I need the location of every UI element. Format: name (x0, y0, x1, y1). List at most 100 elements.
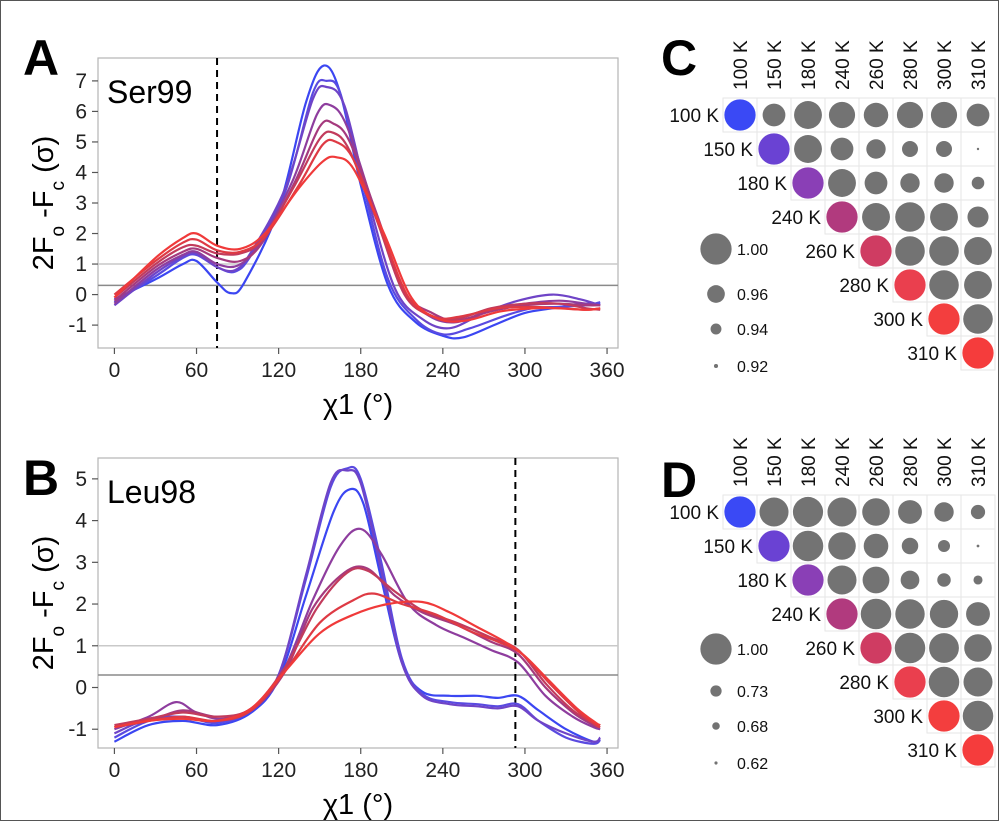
c-col-label: 260 K (867, 40, 888, 90)
c-corr-circle (934, 173, 954, 193)
d-corr-circle (828, 532, 856, 560)
c-legend-label: 1.00 (737, 242, 768, 259)
c-corr-circle (758, 133, 790, 165)
a-y-tick-label: 5 (75, 131, 87, 154)
a-x-axis-label: χ1 (°) (323, 389, 393, 421)
d-row-label: 100 K (669, 503, 719, 524)
d-corr-circle (862, 566, 890, 594)
d-corr-circle (894, 666, 926, 698)
a-x-tick-label: 60 (185, 359, 208, 382)
b-y-tick-label: 3 (75, 551, 87, 574)
d-corr-circle (895, 599, 925, 629)
c-corr-circle (895, 202, 925, 232)
a-annotation: Ser99 (107, 74, 192, 110)
d-legend-label: 0.68 (737, 719, 768, 736)
d-row-label: 300 K (873, 707, 923, 728)
d-corr-circle (928, 700, 960, 732)
c-row-label: 150 K (703, 140, 753, 161)
d-corr-circle (934, 502, 954, 522)
d-corr-circle (928, 666, 960, 698)
d-corr-circle (863, 533, 889, 559)
c-corr-circle (860, 235, 892, 267)
d-corr-circle (827, 565, 857, 595)
b-x-tick-label: 180 (343, 759, 378, 782)
c-corr-circle (896, 101, 924, 129)
d-corr-circle (973, 575, 983, 585)
c-corr-circle (971, 176, 985, 190)
c-corr-circle (936, 141, 952, 157)
d-corr-circle (860, 598, 892, 630)
c-corr-circle (930, 203, 958, 231)
c-corr-circle (930, 101, 958, 129)
d-corr-circle (759, 497, 789, 527)
a-y-tick-label: 3 (75, 192, 87, 215)
line-chart-b: 0 60 120 180 240 300 360 -1 0 1 2 3 4 5 Leu98 χ1 (°) 2Fo… (28, 457, 625, 821)
c-row-label: 180 K (737, 174, 787, 195)
b-series-5 (114, 567, 601, 727)
d-corr-circle (826, 598, 858, 630)
b-x-tick-label: 240 (425, 759, 460, 782)
d-corr-circle (758, 530, 790, 562)
d-corr-circle (929, 633, 959, 663)
a-y-tick-label: 0 (75, 284, 87, 307)
c-corr-circle (894, 269, 926, 301)
c-corr-circle (862, 203, 890, 231)
a-x-tick-label: 300 (507, 359, 542, 382)
d-corr-circle (970, 504, 986, 520)
c-corr-circle (828, 101, 856, 129)
c-corr-circle (794, 135, 822, 163)
a-series-5 (113, 130, 601, 321)
c-corr-circle (929, 236, 959, 266)
d-corr-circle (860, 632, 892, 664)
panel-letter-d: D (661, 452, 697, 508)
b-y-tick-label: 4 (75, 510, 87, 533)
c-corr-circle (962, 337, 994, 369)
c-corr-circle (762, 103, 786, 127)
c-row-label: 260 K (805, 242, 855, 263)
c-legend-circle (710, 323, 722, 335)
b-series-0 (113, 487, 601, 744)
d-corr-circle (724, 496, 756, 528)
b-y-tick-label: 0 (75, 676, 87, 699)
c-row-label: 280 K (839, 276, 889, 297)
d-corr-circle (827, 497, 857, 527)
d-corr-circle (792, 530, 824, 562)
c-corr-circle (863, 102, 889, 128)
a-x-tick-label: 120 (261, 359, 296, 382)
b-x-tick-label: 60 (185, 759, 208, 782)
c-corr-circle (828, 169, 856, 197)
d-legend-label: 0.73 (737, 684, 768, 701)
b-plot-frame (97, 457, 619, 749)
b-y-tick-label: -1 (68, 718, 87, 741)
d-col-label: 180 K (799, 437, 820, 487)
b-x-axis-label: χ1 (°) (323, 789, 393, 820)
c-col-label: 100 K (731, 40, 752, 90)
d-legend-circle (710, 685, 722, 697)
d-corr-circle (929, 599, 959, 629)
d-corr-circle (976, 544, 980, 548)
c-corr-circle (794, 101, 822, 129)
heatmap-c: 100 K 150 K 180 K 240 K 260 K 280 K 300 K 310 K… (669, 40, 996, 376)
heatmap-d: 100 K 150 K 180 K 240 K 260 K 280 K 300 K 310 K… (669, 437, 996, 773)
d-row-label: 180 K (737, 571, 787, 592)
c-row-label: 100 K (669, 106, 719, 127)
a-y-axis-label: 2Fo -Fc (σ) (28, 136, 69, 271)
d-corr-circle (962, 734, 994, 766)
a-x-tick-label: 0 (109, 359, 121, 382)
c-corr-circle (967, 206, 989, 228)
d-col-label: 300 K (935, 437, 956, 487)
a-plot-frame (97, 57, 619, 349)
c-corr-circle (964, 237, 992, 265)
a-x-tick-label: 360 (590, 359, 625, 382)
a-series-6 (113, 138, 601, 320)
b-x-tick-label: 0 (109, 759, 121, 782)
b-y-tick-label: 5 (75, 468, 87, 491)
c-corr-circle (929, 270, 959, 300)
a-x-tick-label: 240 (425, 359, 460, 382)
d-legend-label: 1.00 (737, 642, 768, 659)
b-x-tick-label: 120 (261, 759, 296, 782)
d-row-label: 150 K (703, 537, 753, 558)
c-corr-circle (963, 304, 993, 334)
c-row-label: 310 K (907, 344, 957, 365)
